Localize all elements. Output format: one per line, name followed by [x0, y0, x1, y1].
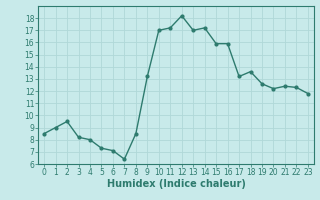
X-axis label: Humidex (Indice chaleur): Humidex (Indice chaleur) [107, 179, 245, 189]
